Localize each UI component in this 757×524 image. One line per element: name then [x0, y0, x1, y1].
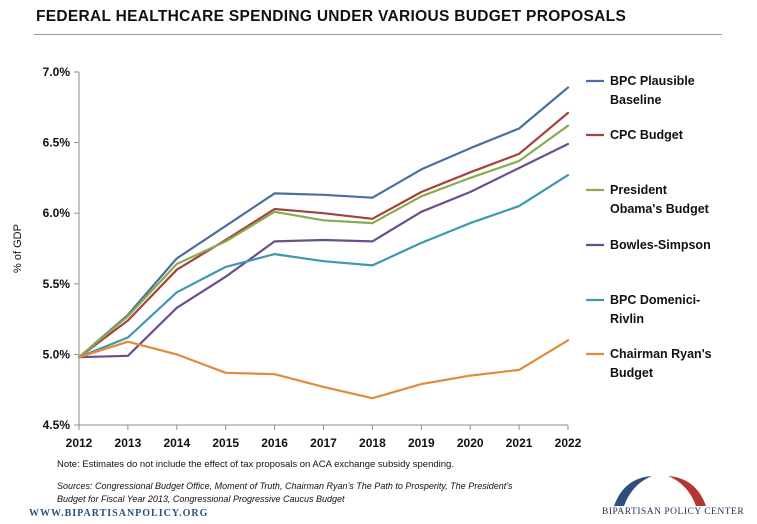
- series-line: [77, 124, 570, 359]
- legend-label: Rivlin: [610, 312, 644, 326]
- legend-item: President Obama's Budget: [586, 183, 710, 216]
- legend-item: CPC Budget: [586, 128, 684, 142]
- series-line: [77, 86, 570, 359]
- y-tick-label: 5.5%: [43, 277, 71, 291]
- x-tick-label: 2018: [359, 436, 386, 450]
- y-tick-label: 4.5%: [43, 418, 71, 432]
- y-tick-label: 6.0%: [43, 206, 71, 220]
- legend-label: CPC Budget: [610, 128, 684, 142]
- legend-item: Bowles-Simpson: [586, 238, 711, 252]
- legend-item: BPC Plausible Baseline: [586, 74, 695, 107]
- x-axis-ticks: 2012 2013 2014 2015 2016 2017 2018 2019 2020 2021…: [66, 425, 582, 450]
- legend-label: Chairman Ryan's: [610, 347, 712, 361]
- y-axis-ticks: 4.5% 5.0% 5.5% 6.0% 6.5% 7.0% % of GDP: [12, 65, 79, 432]
- legend-label: President: [610, 183, 668, 197]
- sources-note: Sources: Congressional Budget Office, Mo…: [57, 481, 513, 504]
- x-tick-label: 2022: [555, 436, 582, 450]
- bpc-logo-icon: [614, 476, 706, 506]
- legend-label: Bowles-Simpson: [610, 238, 711, 252]
- footnote: Note: Estimates do not include the effec…: [57, 459, 454, 470]
- y-tick-label: 6.5%: [43, 136, 71, 150]
- series-line: [77, 142, 570, 359]
- series-line: [77, 174, 570, 359]
- legend: BPC Plausible Baseline CPC Budget President…: [586, 74, 712, 380]
- title-divider: [34, 34, 722, 35]
- legend-item: Chairman Ryan's Budget: [586, 347, 712, 380]
- x-tick-label: 2012: [66, 436, 93, 450]
- x-tick-label: 2020: [457, 436, 484, 450]
- x-tick-label: 2019: [408, 436, 435, 450]
- legend-label: Baseline: [610, 93, 661, 107]
- chart-title: FEDERAL HEALTHCARE SPENDING UNDER VARIOU…: [36, 8, 627, 25]
- x-tick-label: 2017: [310, 436, 337, 450]
- x-tick-label: 2013: [115, 436, 142, 450]
- legend-label: Obama's Budget: [610, 202, 710, 216]
- series-line: [77, 339, 570, 400]
- y-axis-title: % of GDP: [12, 224, 24, 273]
- legend-item: BPC Domenici- Rivlin: [586, 293, 700, 326]
- logo-text: BIPARTISAN POLICY CENTER: [602, 507, 745, 517]
- x-tick-label: 2021: [506, 436, 533, 450]
- x-tick-label: 2016: [261, 436, 288, 450]
- website-link[interactable]: WWW.BIPARTISANPOLICY.ORG: [29, 508, 209, 519]
- series-lines: [77, 86, 570, 400]
- y-tick-label: 5.0%: [43, 347, 71, 361]
- x-tick-label: 2015: [212, 436, 239, 450]
- legend-label: BPC Plausible: [610, 74, 695, 88]
- x-tick-label: 2014: [163, 436, 190, 450]
- y-tick-label: 7.0%: [43, 65, 71, 79]
- series-line: [77, 111, 570, 359]
- legend-label: BPC Domenici-: [610, 293, 700, 307]
- legend-label: Budget: [610, 366, 654, 380]
